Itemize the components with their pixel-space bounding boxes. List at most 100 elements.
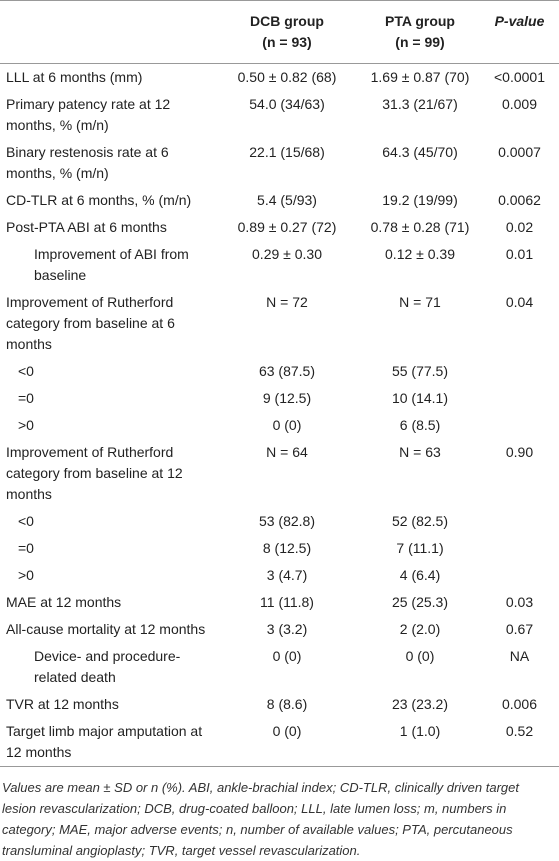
cell: 10 (14.1) [391, 390, 449, 406]
cell: 0.90 [505, 444, 534, 460]
row-label: =0 [18, 540, 34, 556]
cell: 6 (8.5) [399, 417, 441, 433]
cell: 0.02 [505, 219, 534, 235]
cell: 55 (77.5) [391, 363, 449, 379]
table-row: Improvement of Rutherford category from … [0, 439, 559, 508]
cell: 0.78 ± 0.28 (71) [370, 219, 470, 235]
cell: 3 (3.2) [266, 621, 308, 637]
cell: 0.89 ± 0.27 (72) [237, 219, 337, 235]
header-name: P-value [494, 13, 545, 29]
header-cell: PTA group (n = 99) [360, 0, 480, 64]
row-label: <0 [18, 513, 34, 529]
cell: 25 (25.3) [391, 594, 449, 610]
cell: 3 (4.7) [266, 567, 308, 583]
row-label: Improvement of Rutherford category from … [6, 294, 175, 352]
cell: 2 (2.0) [399, 621, 441, 637]
cell: 0.29 ± 0.30 [252, 246, 322, 262]
table-row: >0 0 (0) 6 (8.5) [0, 412, 559, 439]
header-row: DCB group (n = 93) PTA group (n = 99) P-valu… [0, 0, 559, 64]
cell: 22.1 (15/68) [249, 144, 325, 160]
table-row: Device- and procedure-related death 0 (0)… [0, 643, 559, 691]
row-label: >0 [18, 567, 34, 583]
cell: 0 (0) [272, 723, 302, 739]
table-row: Post-PTA ABI at 6 months 0.89 ± 0.27 (72)… [0, 214, 559, 241]
cell: 0 (0) [405, 648, 435, 664]
row-label: Target limb major amputation at 12 month… [6, 723, 203, 760]
cell: 0.03 [505, 594, 534, 610]
header-name: DCB group [250, 13, 324, 29]
cell [480, 535, 559, 562]
table-row: LLL at 6 months (mm) 0.50 ± 0.82 (68) 1.69… [0, 64, 559, 92]
header-cell: P-value [480, 0, 559, 64]
cell: 9 (12.5) [262, 390, 312, 406]
table-row: All-cause mortality at 12 months 3 (3.2) 2… [0, 616, 559, 643]
cell: 64.3 (45/70) [382, 144, 458, 160]
cell: <0.0001 [494, 69, 545, 85]
cell: 31.3 (21/67) [382, 96, 458, 112]
header-cell [0, 0, 214, 64]
table-row: <0 63 (87.5) 55 (77.5) [0, 358, 559, 385]
cell: 0.67 [505, 621, 534, 637]
cell: 0.52 [505, 723, 534, 739]
row-label: Primary patency rate at 12 months, % (m/… [6, 96, 171, 133]
header-name: PTA group [385, 13, 455, 29]
table-row: Improvement of Rutherford category from … [0, 289, 559, 358]
header-cell: DCB group (n = 93) [214, 0, 360, 64]
table-row: TVR at 12 months 8 (8.6) 23 (23.2) 0.006 [0, 691, 559, 718]
cell: 0.12 ± 0.39 [385, 246, 455, 262]
cell: 8 (12.5) [262, 540, 312, 556]
table-row: =0 8 (12.5) 7 (11.1) [0, 535, 559, 562]
cell [480, 385, 559, 412]
cell [480, 412, 559, 439]
row-label: Improvement of ABI from baseline [34, 246, 189, 283]
table-row: Primary patency rate at 12 months, % (m/… [0, 91, 559, 139]
cell: 0.006 [501, 696, 538, 712]
cell: 0.01 [505, 246, 534, 262]
cell: N = 64 [266, 444, 308, 460]
cell: 0.50 ± 0.82 (68) [237, 69, 337, 85]
cell: 0.04 [505, 294, 534, 310]
cell: N = 71 [399, 294, 441, 310]
row-label: Post-PTA ABI at 6 months [6, 219, 167, 235]
cell [480, 562, 559, 589]
row-label: All-cause mortality at 12 months [6, 621, 206, 637]
table-row: Target limb major amputation at 12 month… [0, 718, 559, 767]
cell: 19.2 (19/99) [382, 192, 458, 208]
cell: 11 (11.8) [260, 594, 314, 610]
cell: N = 63 [399, 444, 441, 460]
cell: NA [509, 648, 530, 664]
cell: 63 (87.5) [258, 363, 316, 379]
cell: 7 (11.1) [396, 540, 444, 556]
cell: 0.0062 [498, 192, 541, 208]
results-table: DCB group (n = 93) PTA group (n = 99) P-valu… [0, 0, 559, 767]
cell: 5.4 (5/93) [257, 192, 317, 208]
cell: 52 (82.5) [391, 513, 449, 529]
table-row: CD-TLR at 6 months, % (m/n) 5.4 (5/93) 19.… [0, 187, 559, 214]
header-n: (n = 93) [262, 34, 312, 50]
cell: 4 (6.4) [399, 567, 441, 583]
table-row: <0 53 (82.8) 52 (82.5) [0, 508, 559, 535]
table-row: Binary restenosis rate at 6 months, % (m… [0, 139, 559, 187]
cell: 0.0007 [498, 144, 541, 160]
cell: 23 (23.2) [391, 696, 449, 712]
table-row: MAE at 12 months 11 (11.8) 25 (25.3) 0.03 [0, 589, 559, 616]
cell: 53 (82.8) [258, 513, 316, 529]
row-label: Improvement of Rutherford category from … [6, 444, 183, 502]
footnote: Values are mean ± SD or n (%). ABI, ankl… [2, 780, 519, 858]
table-row: =0 9 (12.5) 10 (14.1) [0, 385, 559, 412]
cell: 1.69 ± 0.87 (70) [370, 69, 470, 85]
table-row: >0 3 (4.7) 4 (6.4) [0, 562, 559, 589]
row-label: Binary restenosis rate at 6 months, % (m… [6, 144, 169, 181]
cell: 1 (1.0) [399, 723, 441, 739]
cell: 8 (8.6) [266, 696, 308, 712]
header-n: (n = 99) [395, 34, 445, 50]
row-label: TVR at 12 months [6, 696, 119, 712]
cell: 0 (0) [272, 648, 302, 664]
cell: 0 (0) [272, 417, 302, 433]
row-label: Device- and procedure-related death [34, 648, 181, 685]
row-label: MAE at 12 months [6, 594, 122, 610]
row-label: LLL at 6 months (mm) [6, 69, 143, 85]
cell [480, 358, 559, 385]
row-label: =0 [18, 390, 34, 406]
